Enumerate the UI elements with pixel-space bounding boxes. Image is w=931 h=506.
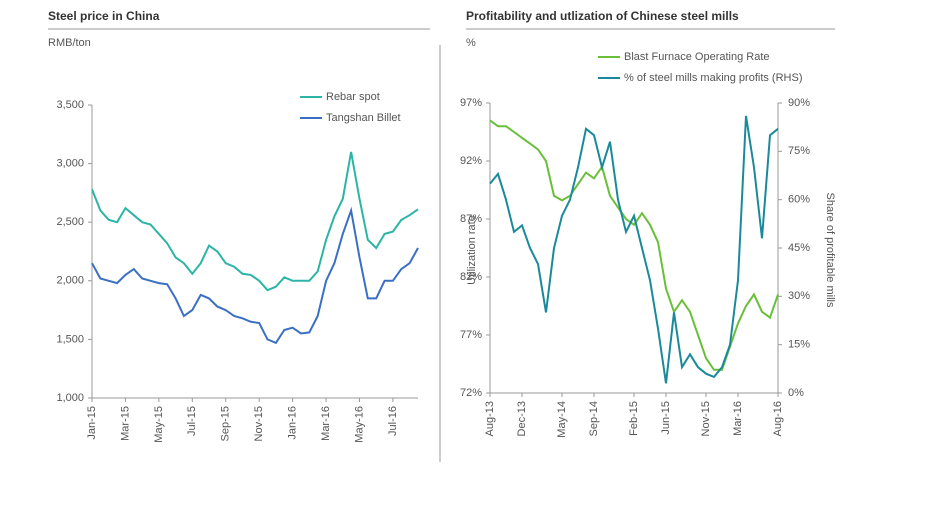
y2-tick-label: 30%	[788, 290, 810, 302]
x-tick-label: Jul-15	[186, 406, 198, 436]
x-tick-label: Jul-16	[387, 406, 399, 436]
y-tick-label: 87%	[460, 213, 482, 225]
x-tick-label: Jan-15	[86, 406, 98, 440]
chart-title: Steel price in China	[48, 9, 160, 23]
x-tick-label: Nov-15	[253, 406, 265, 441]
y2-tick-label: 60%	[788, 194, 810, 206]
series-line	[489, 119, 779, 371]
y-tick-label: 92%	[460, 155, 482, 167]
series-line	[91, 206, 419, 345]
y2-tick-label: 75%	[788, 145, 810, 157]
y-tick-label: 1,000	[56, 392, 84, 404]
legend-label: % of steel mills making profits (RHS)	[624, 72, 803, 84]
y-tick-label: 1,500	[56, 333, 84, 345]
x-tick-label: May-16	[353, 406, 365, 443]
y-axis-title: Utilization rate	[466, 215, 478, 285]
x-tick-label: May-14	[556, 401, 568, 438]
y-tick-label: 82%	[460, 271, 482, 283]
x-tick-label: May-15	[153, 406, 165, 443]
x-tick-label: Mar-16	[732, 401, 744, 436]
y2-tick-label: 0%	[788, 387, 804, 399]
x-tick-label: Aug-13	[484, 401, 496, 436]
series-line	[489, 115, 779, 384]
x-tick-label: Mar-15	[119, 406, 131, 441]
y-tick-label: 3,500	[56, 99, 84, 111]
x-tick-label: Nov-15	[700, 401, 712, 436]
x-tick-label: Sep-15	[220, 406, 232, 441]
x-tick-label: Sep-14	[588, 401, 600, 436]
y-tick-label: 77%	[460, 329, 482, 341]
series-line	[91, 151, 419, 292]
x-tick-label: Jun-15	[660, 401, 672, 435]
x-tick-label: Jan-16	[287, 406, 299, 440]
y-unit-label: %	[466, 37, 476, 49]
y-tick-label: 97%	[460, 97, 482, 109]
y2-axis-title: Share of profitable mills	[824, 193, 836, 308]
y-tick-label: 3,000	[56, 158, 84, 170]
x-tick-label: Mar-16	[320, 406, 332, 441]
y-tick-label: 2,000	[56, 275, 84, 287]
y2-tick-label: 15%	[788, 339, 810, 351]
y2-tick-label: 45%	[788, 242, 810, 254]
y2-tick-label: 90%	[788, 97, 810, 109]
x-tick-label: Aug-16	[772, 401, 784, 436]
legend-label: Rebar spot	[326, 91, 380, 103]
chart-title: Profitability and utlization of Chinese …	[466, 9, 739, 23]
legend-label: Blast Furnace Operating Rate	[624, 51, 770, 63]
x-tick-label: Dec-13	[516, 401, 528, 436]
y-tick-label: 2,500	[56, 216, 84, 228]
y-tick-label: 72%	[460, 387, 482, 399]
legend-label: Tangshan Billet	[326, 112, 401, 124]
y-unit-label: RMB/ton	[48, 37, 91, 49]
x-tick-label: Feb-15	[628, 401, 640, 436]
